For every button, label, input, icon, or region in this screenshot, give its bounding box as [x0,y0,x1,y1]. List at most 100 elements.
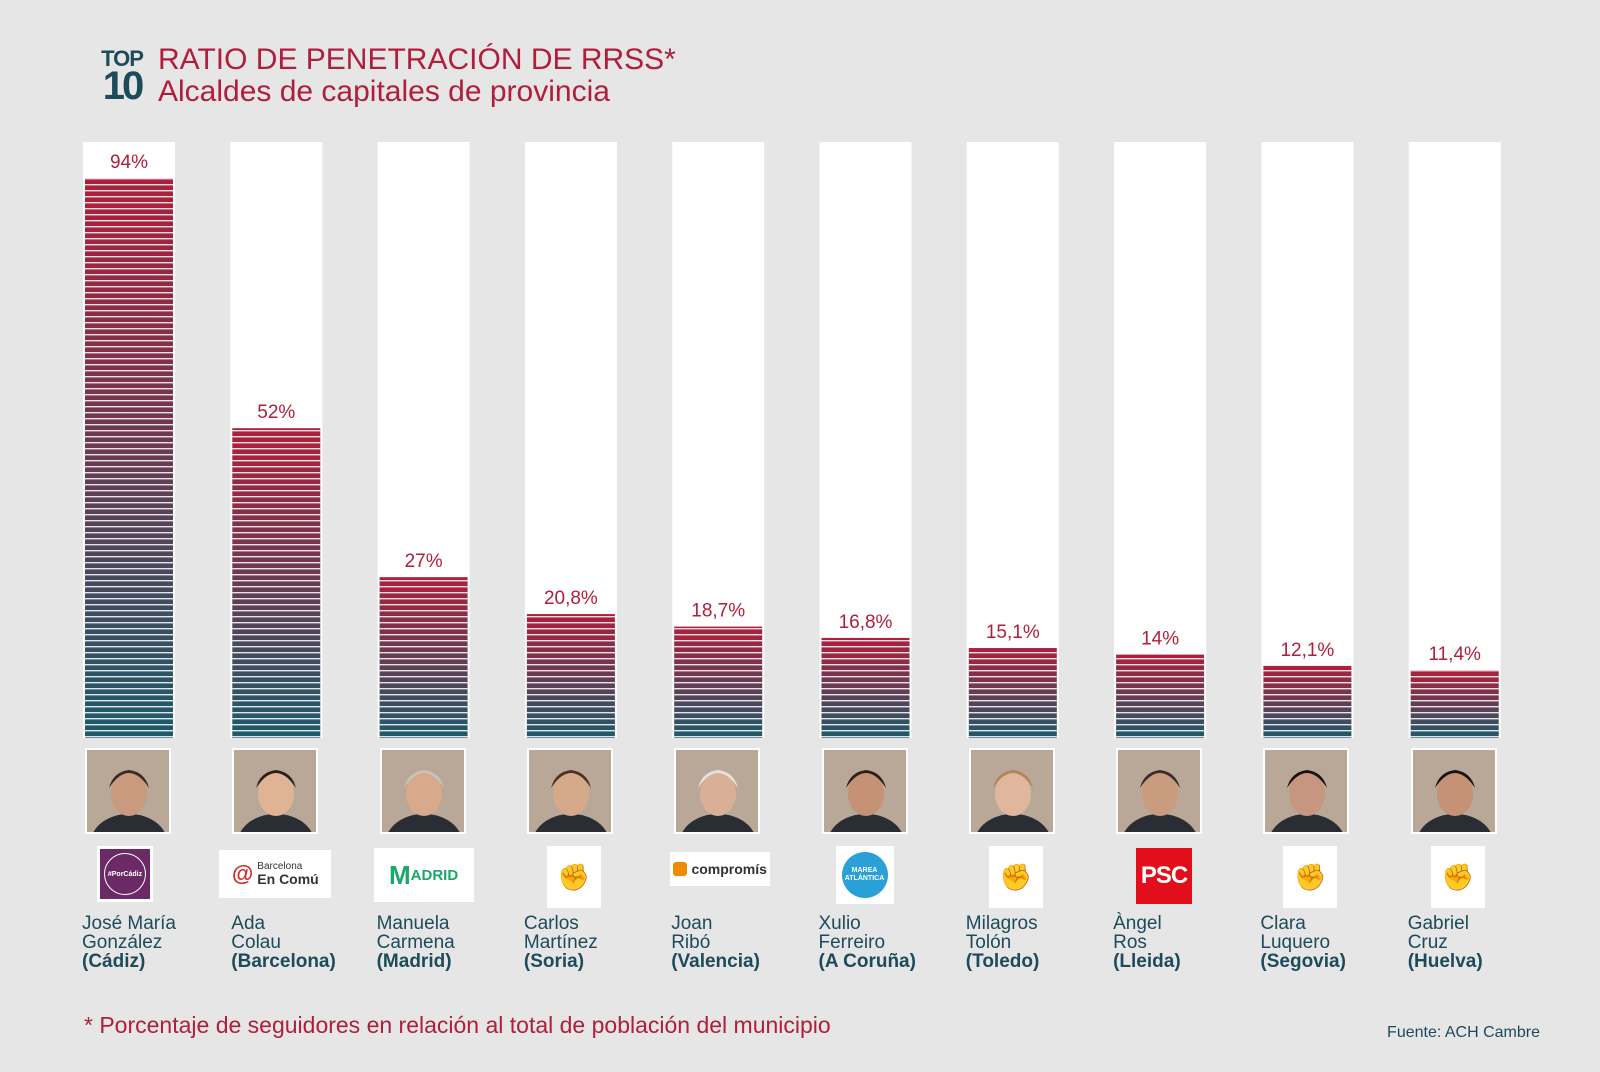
mayor-city: (Valencia) [671,951,760,972]
compromis-icon [673,862,688,876]
party-logo-small: Barcelona [257,861,303,872]
mayor-city: (Barcelona) [231,951,336,972]
mayor-name: Xulio Ferreiro (A Coruña) [819,914,969,971]
bar-value-label: 11,4% [1428,644,1481,665]
mayor-name: Àngel Ros (Lleida) [1113,914,1263,971]
mayor-photo [968,748,1055,834]
mayor-photo [1116,748,1203,834]
bar-value-label: 20,8% [544,588,598,609]
fist-rose-icon: ✊ [1294,861,1327,892]
party-logo-text: compromís [691,861,767,877]
party-logo-text: En Comú [257,871,319,887]
top10-badge-top: TOP [101,46,144,71]
mayor-first: Clara [1260,913,1306,934]
chart-title: RATIO DE PENETRACIÓN DE RRSS* [158,43,676,76]
bar-stripes [379,577,468,738]
mayor-photo [232,748,319,834]
mayor-name: Gabriel Cruz (Huelva) [1408,914,1558,971]
party-logo-text: ADRID [410,866,459,884]
mayor-first: Gabriel [1407,913,1469,934]
psoe-logo: ✊ [546,846,601,908]
mayor-first: Milagros [965,913,1038,934]
mayor-name: Milagros Tolón (Toledo) [966,914,1116,971]
fist-rose-icon: ✊ [557,861,591,892]
mayor-city: (Toledo) [965,951,1040,972]
mayor-last: Ribó [671,932,711,953]
bar-value-label: 14% [1141,629,1179,650]
mayor-name: José María González (Cádiz) [82,914,232,971]
psoe-logo: ✊ [988,846,1043,908]
bar-track [1114,142,1207,738]
footnote: * Porcentaje de seguidores en relación a… [84,1012,831,1038]
mayor-first: Xulio [818,913,861,934]
mayor-first: Àngel [1113,913,1162,934]
mayor-photo [1410,748,1497,834]
mayor-last: Cruz [1407,932,1448,953]
bar-chart: 94% 52% 27% 20,8% 18,7% 16,8% 15,1% 14% 12,1% 11,… [83,142,1501,738]
bar-stripes [674,626,763,738]
bar-stripes [526,614,615,738]
mayor-last: González [82,932,163,953]
psoe-logo: ✊ [1430,846,1485,908]
mayor-last: Ros [1113,932,1147,953]
top10-badge-num: 10 [102,64,145,108]
party-logo-text: PSC [1140,862,1188,889]
bar-track [1261,142,1354,738]
mayor-first: Manuela [376,913,450,934]
bar-stripes [968,648,1057,738]
m-icon: M [389,859,411,890]
psc-logo: PSC [1136,848,1193,904]
podemos-cadiz-logo: #PorCádiz [97,846,153,902]
mayor-first: Carlos [523,913,579,934]
mayor-name: Joan Ribó (Valencia) [671,914,821,971]
mayor-city: (Lleida) [1113,951,1181,972]
compromis-logo: compromís [670,852,771,886]
mayor-photo [85,748,171,834]
mayor-photo [674,748,761,834]
mayor-first: José María [82,913,176,934]
mayor-city: (Huelva) [1407,951,1483,972]
mayor-name: Manuela Carmena (Madrid) [377,914,527,971]
bar-stripes [1263,665,1352,738]
mayor-last: Tolón [965,932,1012,953]
bar-track [966,142,1059,738]
bar-stripes [232,428,321,738]
ahora-madrid-logo: M ADRID [373,848,474,902]
mayor-photo [821,748,908,834]
bar-value-label: 52% [257,402,295,423]
mayor-first: Ada [231,913,266,934]
mayor-photo [1263,748,1350,834]
bar-stripes [1410,670,1499,738]
mayor-last: Colau [231,932,281,953]
bar-value-label: 94% [110,152,148,173]
mayor-last: Ferreiro [818,932,886,953]
bar-value-label: 15,1% [986,622,1040,643]
mayor-name: Ada Colau (Barcelona) [231,914,381,971]
top10-badge: TOP 10 [92,46,152,108]
psoe-logo: ✊ [1283,846,1338,908]
party-logo-text: #PorCádiz [104,853,146,895]
mayor-last: Luquero [1260,932,1331,953]
mayor-city: (Segovia) [1260,951,1346,972]
bar-stripes [85,178,173,738]
barcelona-en-comu-logo: @ Barcelona En Comú [219,850,332,898]
bar-value-label: 16,8% [839,612,893,633]
bar-value-label: 18,7% [691,601,745,622]
fist-rose-icon: ✊ [1441,861,1474,892]
party-logo-text: MAREA ATLÁNTICA [841,852,888,898]
mayor-city: (Madrid) [376,951,452,972]
mayor-city: (A Coruña) [818,951,916,972]
mayor-photo [379,748,466,834]
mayor-name: Carlos Martínez (Soria) [524,914,674,971]
bar-stripes [821,637,910,738]
mayor-last: Carmena [376,932,455,953]
swirl-icon: @ [231,861,254,886]
marea-atlantica-logo: MAREA ATLÁNTICA [835,846,894,904]
mayor-city: (Soria) [523,951,585,972]
chart-subtitle: Alcaldes de capitales de provincia [158,75,610,108]
source-credit: Fuente: ACH Cambre [1387,1024,1540,1041]
bar-value-label: 27% [405,551,443,572]
mayor-city: (Cádiz) [82,951,146,972]
mayor-last: Martínez [523,932,598,953]
bar-value-label: 12,1% [1280,640,1334,661]
